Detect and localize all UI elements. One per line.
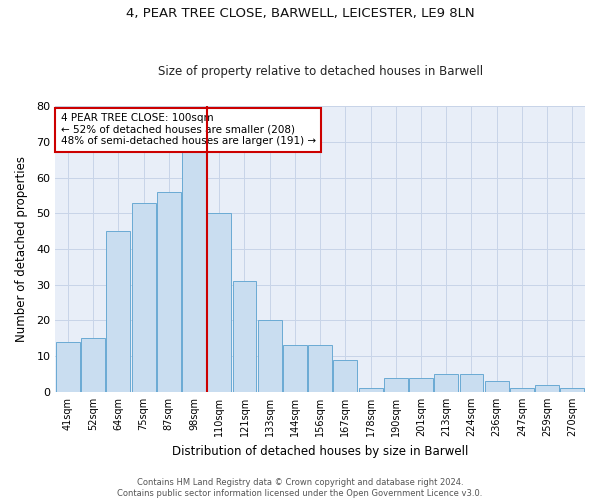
Bar [359,388,383,392]
Bar [56,342,80,392]
Bar [485,381,509,392]
Bar [182,149,206,392]
Bar [460,374,484,392]
Bar [131,202,155,392]
Bar [384,378,408,392]
X-axis label: Distribution of detached houses by size in Barwell: Distribution of detached houses by size … [172,444,469,458]
Bar [510,388,534,392]
Text: 4 PEAR TREE CLOSE: 100sqm
← 52% of detached houses are smaller (208)
48% of semi: 4 PEAR TREE CLOSE: 100sqm ← 52% of detac… [61,113,316,146]
Bar [560,388,584,392]
Bar [106,231,130,392]
Bar [535,385,559,392]
Text: 4, PEAR TREE CLOSE, BARWELL, LEICESTER, LE9 8LN: 4, PEAR TREE CLOSE, BARWELL, LEICESTER, … [125,8,475,20]
Bar [409,378,433,392]
Bar [334,360,358,392]
Text: Contains HM Land Registry data © Crown copyright and database right 2024.
Contai: Contains HM Land Registry data © Crown c… [118,478,482,498]
Bar [258,320,281,392]
Title: Size of property relative to detached houses in Barwell: Size of property relative to detached ho… [158,66,483,78]
Bar [308,346,332,392]
Bar [157,192,181,392]
Bar [233,281,256,392]
Bar [207,214,231,392]
Bar [434,374,458,392]
Bar [81,338,105,392]
Bar [283,346,307,392]
Y-axis label: Number of detached properties: Number of detached properties [15,156,28,342]
